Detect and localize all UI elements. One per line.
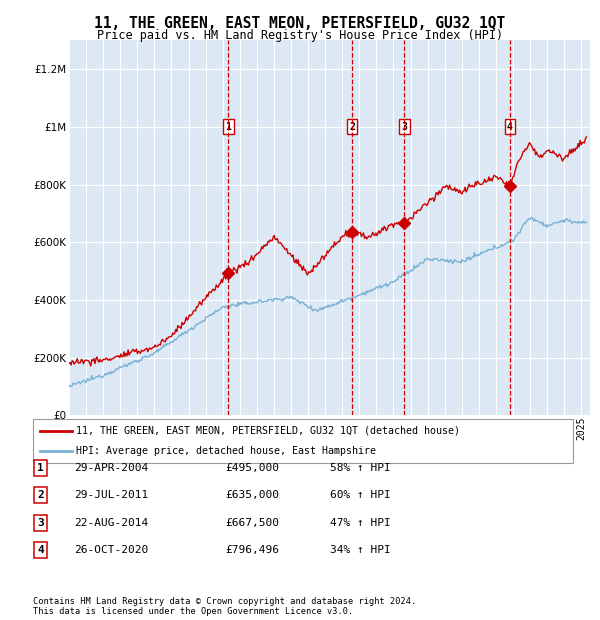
Text: £495,000: £495,000 <box>225 463 279 473</box>
Text: 3: 3 <box>37 518 44 528</box>
Text: £635,000: £635,000 <box>225 490 279 500</box>
Text: £796,496: £796,496 <box>225 545 279 555</box>
Text: 34% ↑ HPI: 34% ↑ HPI <box>329 545 391 555</box>
Text: £667,500: £667,500 <box>225 518 279 528</box>
Text: 29-JUL-2011: 29-JUL-2011 <box>74 490 148 500</box>
Text: HPI: Average price, detached house, East Hampshire: HPI: Average price, detached house, East… <box>76 446 376 456</box>
Text: 11, THE GREEN, EAST MEON, PETERSFIELD, GU32 1QT (detached house): 11, THE GREEN, EAST MEON, PETERSFIELD, G… <box>76 426 460 436</box>
Text: Contains HM Land Registry data © Crown copyright and database right 2024.: Contains HM Land Registry data © Crown c… <box>33 597 416 606</box>
Text: 4: 4 <box>507 122 513 132</box>
Text: 2: 2 <box>37 490 44 500</box>
Text: 29-APR-2004: 29-APR-2004 <box>74 463 148 473</box>
Text: 4: 4 <box>37 545 44 555</box>
Text: 58% ↑ HPI: 58% ↑ HPI <box>329 463 391 473</box>
Text: 22-AUG-2014: 22-AUG-2014 <box>74 518 148 528</box>
Text: 11, THE GREEN, EAST MEON, PETERSFIELD, GU32 1QT: 11, THE GREEN, EAST MEON, PETERSFIELD, G… <box>94 16 506 30</box>
Text: 1: 1 <box>226 122 231 132</box>
Text: 2: 2 <box>349 122 355 132</box>
Text: This data is licensed under the Open Government Licence v3.0.: This data is licensed under the Open Gov… <box>33 606 353 616</box>
Text: 26-OCT-2020: 26-OCT-2020 <box>74 545 148 555</box>
Text: 3: 3 <box>401 122 407 132</box>
Text: 60% ↑ HPI: 60% ↑ HPI <box>329 490 391 500</box>
Text: 47% ↑ HPI: 47% ↑ HPI <box>329 518 391 528</box>
Text: Price paid vs. HM Land Registry's House Price Index (HPI): Price paid vs. HM Land Registry's House … <box>97 29 503 42</box>
Text: 1: 1 <box>37 463 44 473</box>
